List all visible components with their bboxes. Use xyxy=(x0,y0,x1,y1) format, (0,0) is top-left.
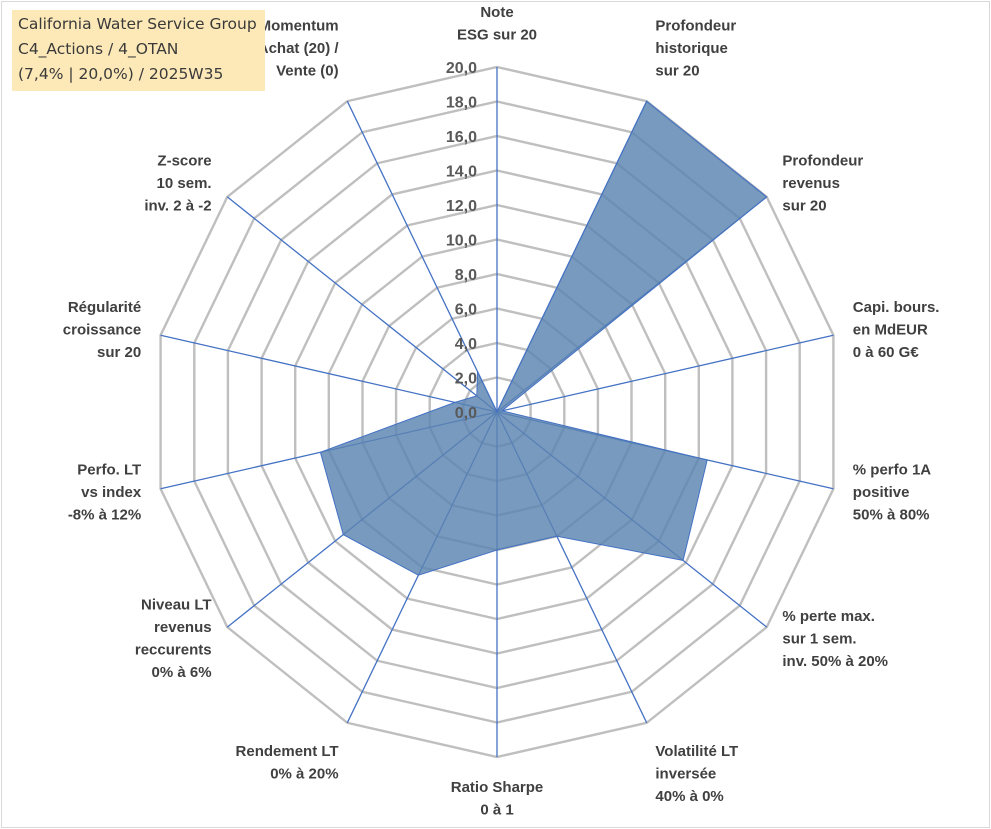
axis-label-line: 0 à 1 xyxy=(480,802,513,819)
axis-label-line: 0 à 60 G€ xyxy=(853,344,920,361)
tick-label: 10,0 xyxy=(446,233,477,250)
tick-label: 16,0 xyxy=(446,129,477,146)
axis-label-line: Ratio Sharpe xyxy=(451,779,544,796)
badge-category: C4_Actions / 4_OTAN xyxy=(18,40,179,58)
axis-label-line: 10 sem. xyxy=(157,175,212,192)
tick-label: 20,0 xyxy=(446,60,477,77)
axis-label: % perfo 1A positive 50% à 80% xyxy=(853,462,932,524)
axis-label: Profondeur revenus sur 20 xyxy=(782,153,863,215)
axis-label-line: 0% à 6% xyxy=(152,664,212,681)
axis-label-line: Momentum xyxy=(259,18,339,35)
axis-label-line: sur 20 xyxy=(782,198,826,215)
axis-label-line: 50% à 80% xyxy=(853,507,930,524)
axis-spoke xyxy=(160,334,498,413)
axis-label-line: en MdEUR xyxy=(853,322,928,339)
tick-label: 12,0 xyxy=(446,198,477,215)
axis-label: Rendement LT 0% à 20% xyxy=(236,743,339,783)
axis-label-line: historique xyxy=(655,40,728,57)
axis-label-line: sur 1 sem. xyxy=(782,630,856,647)
badge-company: California Water Service Group xyxy=(18,15,257,33)
axis-label: Volatilité LT inversée 40% à 0% xyxy=(655,743,738,805)
radar-series xyxy=(319,100,768,576)
axis-label-line: inv. 50% à 20% xyxy=(782,653,888,670)
axis-label-line: Note xyxy=(480,4,513,21)
axis-label-line: -8% à 12% xyxy=(68,507,141,524)
axis-label-line: Z-score xyxy=(157,153,211,170)
axis-label-line: reccurents xyxy=(135,642,212,659)
axis-label-line: revenus xyxy=(782,175,840,192)
axis-label-line: Niveau LT xyxy=(141,597,212,614)
axis-label: Momentum Achat (20) / Vente (0) xyxy=(258,18,340,80)
tick-label: 18,0 xyxy=(446,95,477,112)
info-badge: California Water Service Group C4_Action… xyxy=(12,10,265,91)
axis-label-line: Profondeur xyxy=(782,153,863,170)
axis-spoke xyxy=(496,334,834,413)
tick-label: 0,0 xyxy=(455,405,477,422)
axis-label-line: sur 20 xyxy=(655,63,699,80)
axis-label-line: positive xyxy=(853,484,910,501)
axis-label-line: ESG sur 20 xyxy=(457,27,537,44)
axis-label: Capi. bours. en MdEUR 0 à 60 G€ xyxy=(853,299,940,361)
tick-label: 8,0 xyxy=(455,267,477,284)
axis-label-line: Vente (0) xyxy=(276,63,339,80)
axis-label-line: sur 20 xyxy=(97,344,141,361)
axis-label-line: inv. 2 à -2 xyxy=(144,198,211,215)
tick-label: 14,0 xyxy=(446,164,477,181)
axis-label: Z-score 10 sem. inv. 2 à -2 xyxy=(144,153,211,215)
axis-label: Perfo. LT vs index -8% à 12% xyxy=(68,462,142,524)
axis-label-line: Volatilité LT xyxy=(655,743,738,760)
axis-label-line: 40% à 0% xyxy=(655,788,723,805)
tick-label: 2,0 xyxy=(455,371,477,388)
axis-label-line: % perte max. xyxy=(782,608,875,625)
axis-label-line: Achat (20) / xyxy=(258,40,340,57)
radar-axis-labels: Note ESG sur 20 Profondeur historique sur 20… xyxy=(63,4,940,819)
series-area xyxy=(319,100,768,576)
axis-label: Régularité croissance sur 20 xyxy=(63,299,141,361)
axis-label: Ratio Sharpe 0 à 1 xyxy=(451,779,544,819)
axis-spoke xyxy=(226,196,498,413)
axis-label: Note ESG sur 20 xyxy=(457,4,537,44)
axis-label-line: % perfo 1A xyxy=(853,462,932,479)
radar-tick-labels: 0,0 2,0 4,0 6,0 8,0 10,0 12,0 14,0 16,0 18,0 20,0 xyxy=(446,60,477,422)
axis-label-line: 0% à 20% xyxy=(270,765,338,782)
axis-label: Profondeur historique sur 20 xyxy=(655,18,736,80)
badge-stats: (7,4% | 20,0%) / 2025W35 xyxy=(18,65,224,83)
axis-label-line: croissance xyxy=(63,322,141,339)
axis-label-line: inversée xyxy=(655,765,716,782)
tick-label: 4,0 xyxy=(455,336,477,353)
tick-label: 6,0 xyxy=(455,302,477,319)
axis-label-line: Profondeur xyxy=(655,18,736,35)
axis-label-line: Perfo. LT xyxy=(77,462,141,479)
axis-label-line: Rendement LT xyxy=(236,743,339,760)
axis-label: % perte max. sur 1 sem. inv. 50% à 20% xyxy=(782,608,888,670)
axis-label: Niveau LT revenus reccurents 0% à 6% xyxy=(135,597,212,682)
axis-label-line: vs index xyxy=(81,484,142,501)
axis-spoke xyxy=(346,100,498,413)
axis-label-line: Capi. bours. xyxy=(853,299,940,316)
axis-label-line: revenus xyxy=(154,619,212,636)
axis-label-line: Régularité xyxy=(68,299,141,316)
